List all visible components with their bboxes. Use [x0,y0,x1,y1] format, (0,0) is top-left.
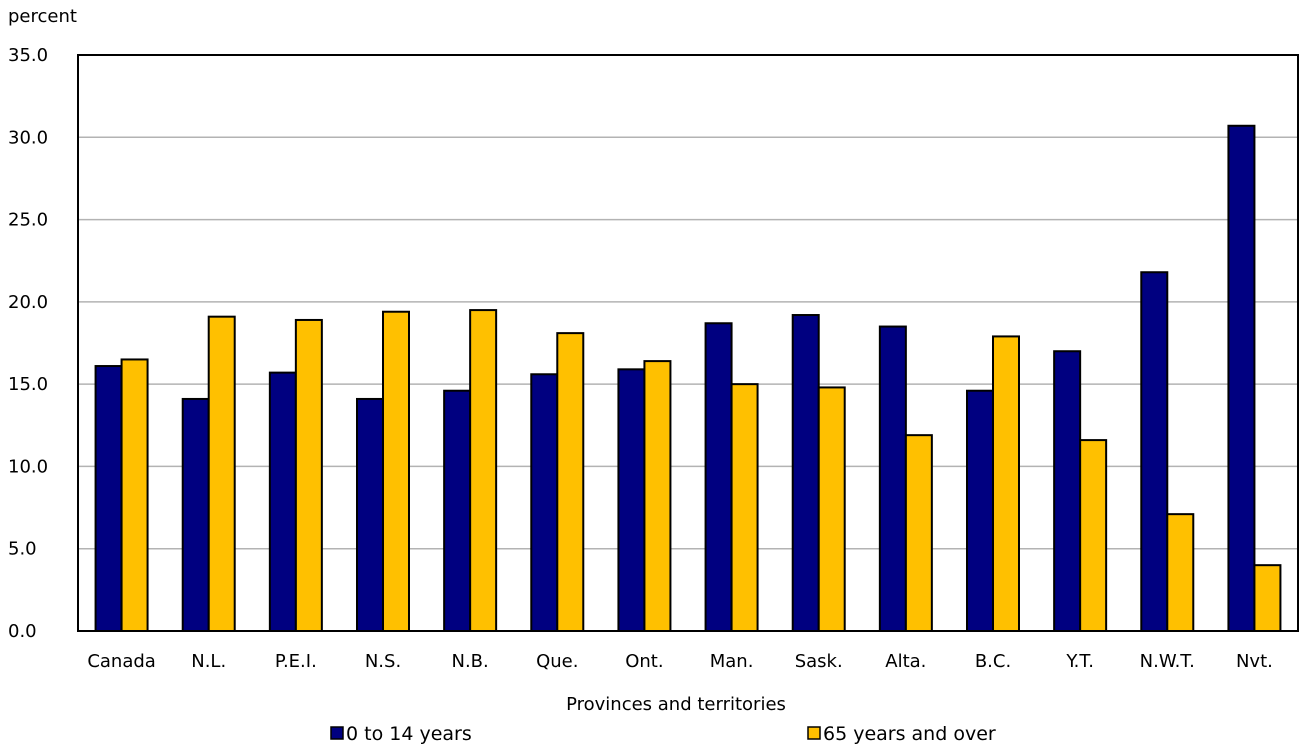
y-axis-ticks: 0.0 5.0 10.0 15.0 20.0 25.0 30.0 35.0 [8,45,48,642]
bar [294,318,323,632]
y-axis-title: percent [8,6,77,27]
x-axis-ticks: Canada N.L. P.E.I. N.S. N.B. Que. Ont. Man. Sask… [87,651,1273,672]
y-tick-label: 20.0 [8,292,48,313]
bar [966,389,994,632]
bar [643,360,672,632]
bar [1166,513,1195,633]
bar [556,332,585,632]
bar [382,310,410,632]
y-tick-label: 10.0 [8,456,48,477]
bar [730,383,759,632]
x-tick-label: Sask. [795,651,843,672]
bar [1140,271,1169,632]
y-tick-label: 30.0 [8,127,48,148]
legend: 0 to 14 years 65 years and over [330,723,996,745]
bar [94,365,123,632]
legend-swatch [807,726,821,740]
x-tick-label: Ont. [625,651,663,672]
bar [1253,564,1282,633]
gridlines [78,136,1298,550]
legend-swatch [330,726,344,740]
x-tick-label: N.L. [191,651,226,672]
x-axis-title: Provinces and territories [566,694,786,715]
y-tick-label: 35.0 [8,45,48,66]
bar [904,434,933,632]
bar [356,397,384,632]
bar [704,322,733,632]
y-tick-label: 0.0 [8,621,37,642]
legend-label: 0 to 14 years [346,723,472,745]
plot-area-frame [77,54,1299,632]
bar [120,358,149,632]
x-tick-label: B.C. [975,651,1011,672]
bar [207,315,236,632]
x-tick-label: N.S. [365,651,401,672]
bar [530,373,559,632]
x-tick-label: Canada [87,651,156,672]
bar [181,397,210,632]
x-tick-label: Nvt. [1236,651,1273,672]
x-tick-label: N.B. [452,651,489,672]
y-tick-label: 25.0 [8,210,48,231]
x-tick-label: P.E.I. [275,651,317,672]
x-tick-label: Que. [536,651,578,672]
bar [268,371,297,632]
bar [617,368,646,632]
x-tick-label: Alta. [885,651,926,672]
y-tick-label: 15.0 [8,374,48,395]
bar [469,309,498,632]
bar [443,389,472,632]
bar [1227,124,1256,632]
legend-label: 65 years and over [823,723,996,745]
bar [817,386,846,633]
bar [791,314,820,632]
x-tick-label: Y.T. [1065,651,1094,672]
x-tick-label: Man. [710,651,754,672]
bar [992,335,1020,632]
bar [1053,350,1082,632]
y-tick-label: 5.0 [8,539,37,560]
bar [1079,439,1108,632]
bar [878,325,907,632]
bars [94,124,1282,633]
x-tick-label: N.W.T. [1140,651,1195,672]
